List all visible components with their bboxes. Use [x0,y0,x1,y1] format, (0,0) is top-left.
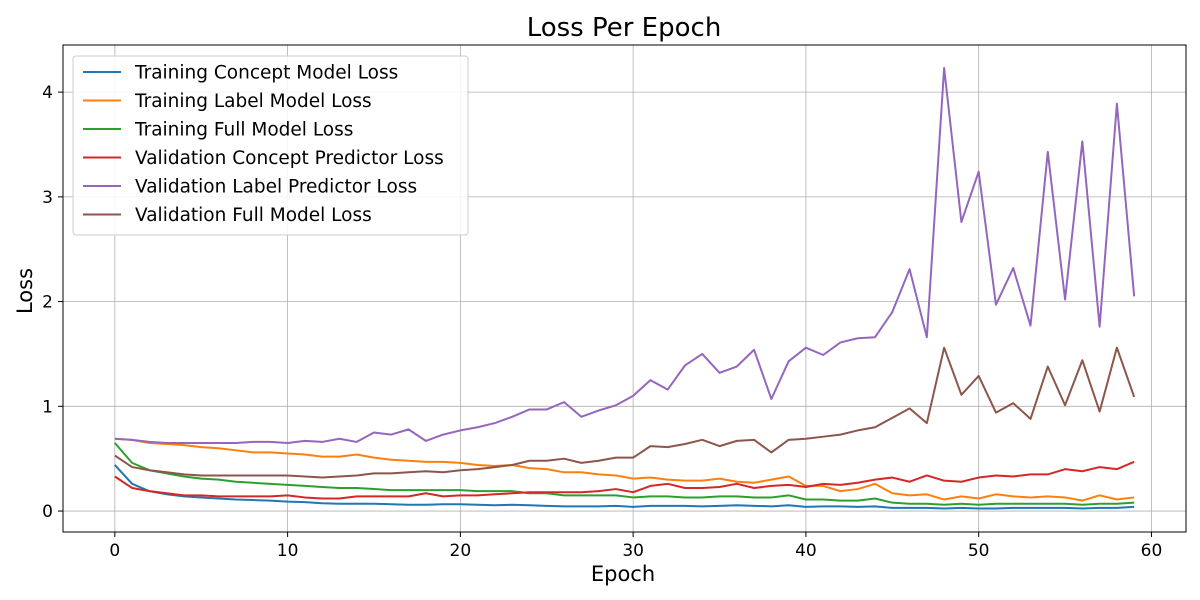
legend-label: Training Concept Model Loss [134,63,398,84]
legend-label: Validation Label Predictor Loss [135,177,417,198]
series-line-2 [114,437,1135,502]
series-line-5 [114,67,1136,444]
x-tick-label: 10 [277,541,299,561]
series-line-6 [114,346,1136,479]
x-tick-label: 20 [450,541,472,561]
y-tick-label: 2 [42,293,53,313]
series-line-3 [114,442,1135,506]
legend-label: Validation Concept Predictor Loss [135,148,444,169]
x-tick-label: 30 [622,541,644,561]
y-axis-title: Loss [13,268,37,314]
x-tick-label: 40 [795,541,817,561]
legend-label: Training Full Model Loss [134,120,353,141]
x-tick-label: 60 [1141,541,1163,561]
y-tick-label: 4 [42,83,53,103]
axis-ticks: 0 10 20 30 40 50 60 0 1 2 3 4 [42,83,1162,561]
x-tick-label: 0 [109,541,120,561]
series-line-1 [114,464,1135,510]
legend-box [72,55,469,236]
legend-label: Validation Full Model Loss [135,205,372,226]
y-tick-label: 0 [42,502,53,522]
y-tick-label: 1 [42,397,53,417]
legend-label: Training Label Model Loss [134,91,372,112]
x-axis-title: Epoch [591,562,655,586]
legend: Training Concept Model Loss Training Labe… [72,55,469,236]
series-lines [114,67,1136,510]
chart-title: Loss Per Epoch [527,13,722,43]
y-tick-label: 3 [42,188,53,208]
series-line-4 [114,460,1135,500]
plot-area-frame [62,44,1187,533]
x-tick-label: 50 [968,541,990,561]
